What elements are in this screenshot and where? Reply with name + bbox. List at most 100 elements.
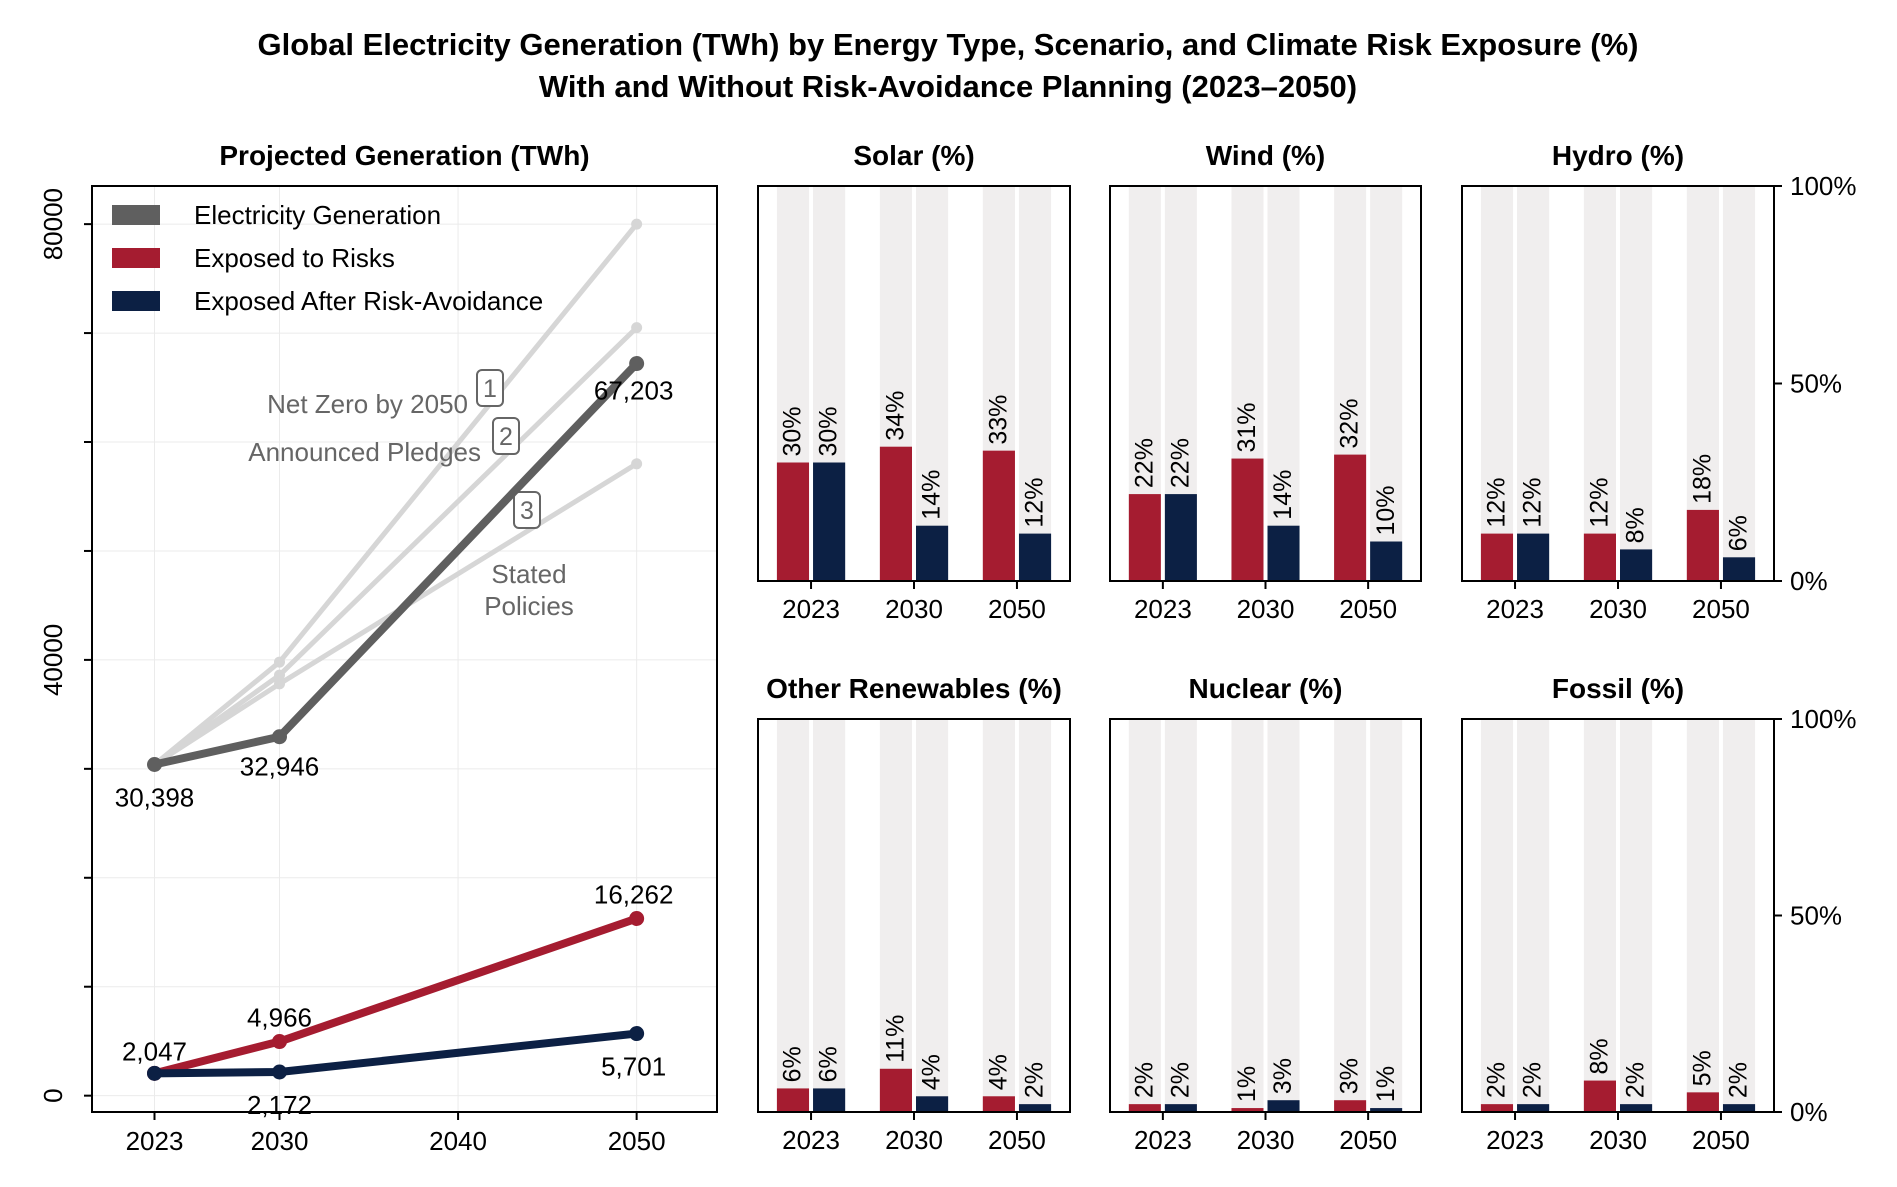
bar-track bbox=[1018, 719, 1052, 1112]
bar-track bbox=[1722, 186, 1756, 581]
exposed-bar-label: 3% bbox=[1336, 1058, 1364, 1094]
bar-track bbox=[1480, 186, 1514, 581]
exposed-bar bbox=[879, 1068, 912, 1112]
exposed-bar-label: 6% bbox=[779, 1046, 807, 1082]
y-tick-label: 50% bbox=[1790, 901, 1842, 931]
after-avoidance-bar-label: 2% bbox=[1519, 1062, 1547, 1098]
x-tick-label: 2030 bbox=[1589, 594, 1647, 624]
electricity-generation-point bbox=[147, 756, 162, 772]
bar-track bbox=[916, 719, 949, 1112]
bar-track bbox=[1517, 719, 1550, 1112]
scenario-badge bbox=[513, 491, 541, 529]
scenario-point bbox=[631, 218, 643, 230]
bar-track bbox=[1128, 719, 1161, 1112]
exposed-bar-label: 30% bbox=[779, 406, 807, 456]
bar-track bbox=[1231, 719, 1264, 1112]
x-tick-label: 2023 bbox=[782, 1125, 840, 1155]
exposed-after-risk-avoidance-data-label: 5,701 bbox=[601, 1052, 666, 1082]
bar-track bbox=[1267, 719, 1300, 1112]
exposed-bar-label: 18% bbox=[1689, 454, 1717, 504]
y-tick-label: 0% bbox=[1790, 1097, 1828, 1127]
scenario-badge-number: 3 bbox=[520, 497, 534, 525]
y-tick-label: 0% bbox=[1790, 566, 1828, 596]
scenario-label: Stated bbox=[491, 559, 566, 589]
x-tick-label: 2023 bbox=[1486, 594, 1544, 624]
after-avoidance-bar bbox=[1164, 1104, 1197, 1112]
exposed-to-risks-line bbox=[150, 914, 641, 1078]
after-avoidance-bar bbox=[1722, 1104, 1756, 1112]
bar-panel-title: Other Renewables (%) bbox=[766, 673, 1062, 704]
exposed-bar-label: 32% bbox=[1336, 399, 1364, 449]
bar-track bbox=[1480, 719, 1514, 1112]
after-avoidance-bar bbox=[1517, 1104, 1550, 1112]
scenario-badge bbox=[476, 369, 504, 407]
x-tick-label: 2050 bbox=[608, 1126, 666, 1156]
legend-swatch-exposed-to-risks bbox=[112, 248, 160, 268]
y-tick-label: 80000 bbox=[38, 188, 68, 260]
exposed-bar-label: 2% bbox=[1483, 1062, 1511, 1098]
bar-panel-frame bbox=[1109, 185, 1422, 582]
bar-panel-title: Hydro (%) bbox=[1552, 140, 1684, 171]
bar-track bbox=[1517, 186, 1550, 581]
exposed-bar-label: 1% bbox=[1233, 1066, 1261, 1102]
figure-title: Global Electricity Generation (TWh) by E… bbox=[258, 27, 1639, 62]
exposed-bar-label: 33% bbox=[985, 395, 1013, 445]
exposed-bar bbox=[1128, 1104, 1161, 1112]
bar-panel-solar: Solar (%) 30% 30% 2023 34% 14% 2030 33% 12% 2050 bbox=[757, 140, 1071, 624]
exposed-bar bbox=[1231, 458, 1264, 581]
exposed-bar-label: 31% bbox=[1233, 403, 1261, 453]
after-avoidance-bar-label: 10% bbox=[1372, 485, 1400, 535]
line-chart-panel: Projected Generation (TWh) Net Zero by 20… bbox=[38, 140, 718, 1156]
legend-swatch-exposed-after-risk-avoidance bbox=[112, 291, 160, 311]
y-tick-label: 100% bbox=[1790, 704, 1857, 734]
bar-panel-title: Nuclear (%) bbox=[1188, 673, 1342, 704]
after-avoidance-bar-label: 2% bbox=[1021, 1062, 1049, 1098]
bar-panel-hydro: Hydro (%) 12% 12% 2023 12% 8% 2030 18% 6% 2050 0% 5… bbox=[1461, 140, 1857, 624]
y-tick-label: 0 bbox=[38, 1088, 68, 1102]
after-avoidance-bar-label: 30% bbox=[815, 406, 843, 456]
after-avoidance-bar bbox=[1722, 557, 1756, 581]
scenario-label: Net Zero by 2050 bbox=[267, 389, 468, 419]
legend-swatch-electricity-generation bbox=[112, 205, 160, 225]
after-avoidance-bar bbox=[813, 1088, 846, 1112]
scenario-badge-number: 1 bbox=[483, 375, 497, 403]
after-avoidance-bar bbox=[1620, 549, 1653, 581]
after-avoidance-bar bbox=[1370, 541, 1403, 581]
exposed-bar bbox=[1231, 1108, 1264, 1112]
bar-track bbox=[776, 719, 810, 1112]
legend-label-exposed-to-risks: Exposed to Risks bbox=[194, 243, 395, 273]
exposed-bar bbox=[1128, 494, 1161, 581]
x-tick-label: 2050 bbox=[1339, 1125, 1397, 1155]
bar-panel-frame bbox=[757, 718, 1071, 1113]
electricity-generation-point bbox=[629, 356, 645, 372]
x-tick-label: 2023 bbox=[126, 1126, 184, 1156]
exposed-after-risk-avoidance-point bbox=[272, 1064, 287, 1080]
bar-track bbox=[1722, 719, 1756, 1112]
exposed-bar-label: 22% bbox=[1130, 438, 1158, 488]
x-tick-label: 2050 bbox=[1339, 594, 1397, 624]
y-tick-label: 50% bbox=[1790, 369, 1842, 399]
bar-track bbox=[1583, 719, 1616, 1112]
bar-track bbox=[1164, 719, 1197, 1112]
after-avoidance-bar bbox=[916, 525, 949, 581]
exposed-bar-label: 2% bbox=[1130, 1062, 1158, 1098]
exposed-to-risks-data-label: 2,047 bbox=[122, 1036, 187, 1066]
exposed-bar bbox=[1480, 1104, 1514, 1112]
exposed-to-risks-data-label: 16,262 bbox=[594, 879, 674, 909]
bar-track bbox=[1583, 186, 1616, 581]
exposed-bar-label: 8% bbox=[1586, 1038, 1614, 1074]
x-tick-label: 2040 bbox=[429, 1126, 487, 1156]
scenario-badge-number: 2 bbox=[499, 423, 513, 451]
x-tick-label: 2030 bbox=[885, 594, 943, 624]
scenario-point bbox=[274, 678, 285, 690]
bar-panel-frame bbox=[1109, 718, 1422, 1113]
bar-track bbox=[1370, 719, 1403, 1112]
scenario-label: Policies bbox=[484, 591, 574, 621]
exposed-bar bbox=[1334, 454, 1367, 581]
exposed-bar bbox=[1583, 1080, 1616, 1112]
y-tick-label: 100% bbox=[1790, 171, 1857, 201]
